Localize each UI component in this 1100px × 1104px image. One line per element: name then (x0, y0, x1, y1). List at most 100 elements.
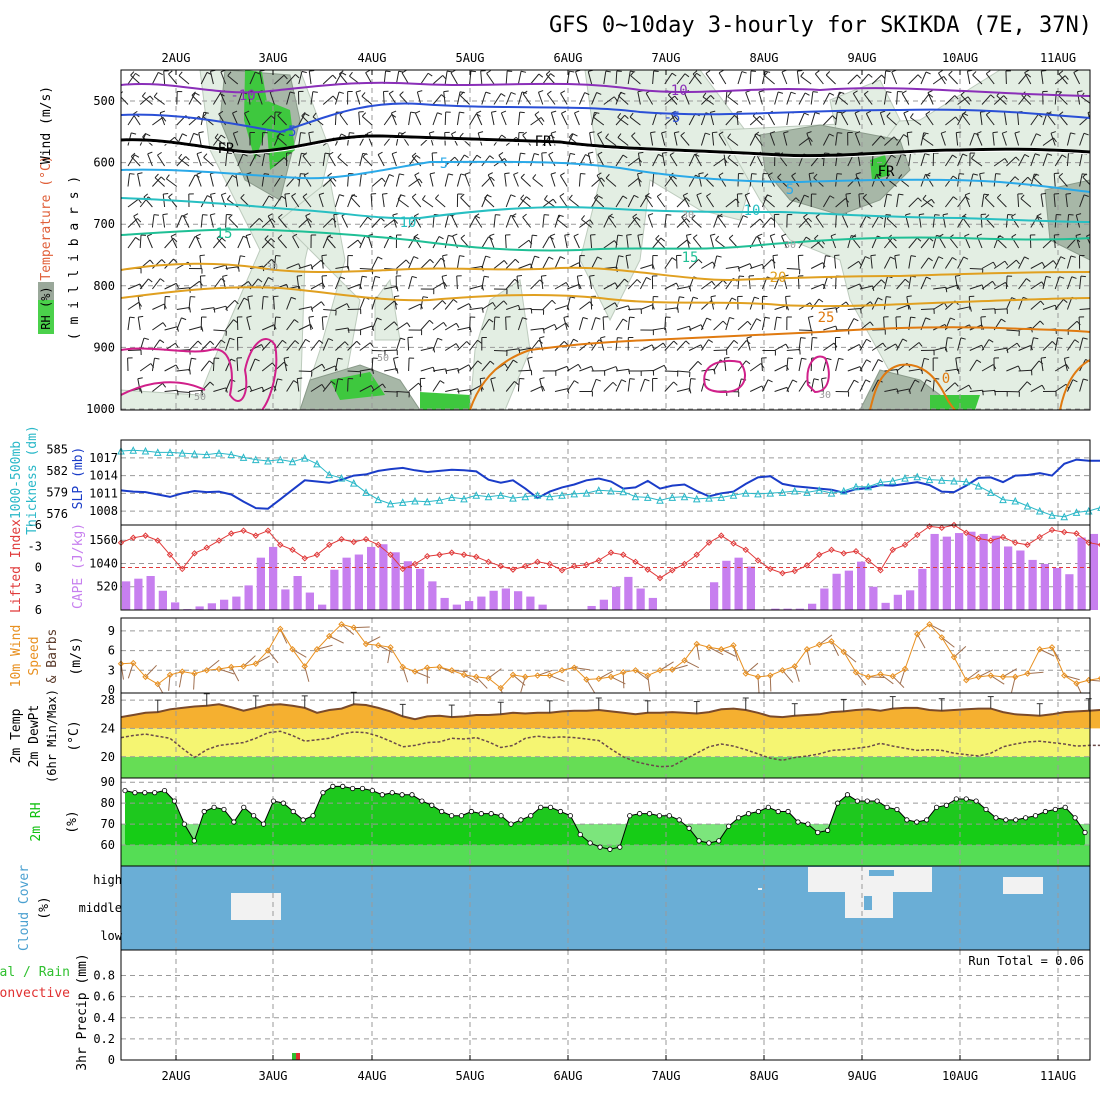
cape-bar (600, 600, 608, 610)
cloud-level-label: middle (79, 901, 122, 915)
wind-barb-flag (471, 71, 476, 72)
cape-bar (355, 555, 363, 610)
wind-barb-flag (480, 378, 485, 379)
rh-point (974, 799, 978, 803)
wind-barb-flag (752, 174, 757, 175)
rh-point (796, 820, 800, 824)
rh-point (954, 797, 958, 801)
wind-barb-flag (1096, 297, 1100, 299)
wind-barb (1092, 195, 1097, 207)
wind-barb-flag (1081, 276, 1086, 277)
rh-point (301, 818, 305, 822)
thickness-tick: 579 (46, 485, 68, 499)
contour-label: 30 (819, 390, 831, 401)
wind-barb-flag (773, 255, 778, 256)
date-label-top: 7AUG (652, 51, 681, 65)
cape-bar (1016, 551, 1024, 611)
rh-tick: 60 (101, 838, 115, 852)
rh-point (311, 814, 315, 818)
wind-barb (603, 317, 604, 330)
wind-barb-flag (200, 255, 205, 256)
rh-point (865, 799, 869, 803)
rh-point (578, 832, 582, 836)
wind-barb-flag (309, 70, 314, 71)
contour-label: 20 (770, 270, 787, 286)
temp-band-green (121, 757, 1090, 778)
rh-point (964, 797, 968, 801)
rh-point (568, 814, 572, 818)
rh-point (618, 845, 622, 849)
wind-barb-flag (300, 174, 305, 175)
pressure-tick: 1000 (86, 402, 115, 416)
rh-point (182, 822, 186, 826)
cape-bar (208, 603, 216, 610)
cape-bar (196, 606, 204, 610)
rh-point (459, 814, 463, 818)
cape-bar (845, 571, 853, 610)
wind-barb-flag (837, 112, 842, 113)
cape-bar (159, 591, 167, 610)
thickness-tick: 582 (46, 464, 68, 478)
contour-label: 30 (682, 210, 694, 221)
cape-bar (441, 598, 449, 610)
date-label-top: 11AUG (1040, 51, 1076, 65)
rh-point (143, 790, 147, 794)
rh-point (766, 805, 770, 809)
li-axis-label: Lifted Index (9, 519, 24, 613)
rh-point (895, 807, 899, 811)
rh-point (529, 814, 533, 818)
wind-barb-flag (822, 378, 827, 379)
rh-point (845, 793, 849, 797)
wind-barb-flag (946, 287, 947, 292)
precip-convective-label: Convective (0, 986, 70, 1001)
wind-barb-flag (517, 276, 522, 277)
date-label-bottom: 10AUG (942, 1069, 978, 1083)
wind-barb (982, 309, 995, 310)
wind-barb-flag (1041, 70, 1046, 71)
rh-point (370, 788, 374, 792)
date-label-bottom: 11AUG (1040, 1069, 1076, 1083)
thickness-axis-label-2: Thickness (dm) (25, 425, 40, 535)
wind-barb-flag (907, 132, 912, 133)
cape-bar (894, 595, 902, 610)
rh-point (746, 811, 750, 815)
date-label-top: 6AUG (554, 51, 583, 65)
rh-point (172, 799, 176, 803)
wind-barb-flag (532, 235, 537, 236)
cloud-axis-label: Cloud Cover (17, 865, 32, 951)
rh-point (420, 799, 424, 803)
wind-barb-flag (1094, 379, 1099, 380)
wind-barb (1092, 379, 1095, 392)
date-label-bottom: 3AUG (259, 1069, 288, 1083)
rh-point (1063, 805, 1067, 809)
rh-point (489, 811, 493, 815)
date-label-bottom: 5AUG (456, 1069, 485, 1083)
wind-axis-label: Wind (m/s) (39, 86, 54, 164)
rh-point (350, 786, 354, 790)
contour-label: -10 (662, 83, 687, 99)
date-label-bottom: 4AUG (358, 1069, 387, 1083)
cape-bar (943, 537, 951, 610)
wind-barb-flag (617, 338, 622, 339)
contour-label: FR (218, 141, 235, 157)
wind-barb-flag (505, 173, 510, 174)
rh-point (1004, 818, 1008, 822)
wind-barb-flag (629, 369, 630, 374)
temp-tick: 20 (101, 750, 115, 764)
cloud-level-label: high (93, 873, 122, 887)
pressure-tick: 700 (93, 217, 115, 231)
contour-label: 50 (377, 353, 389, 364)
contour-label: 50 (194, 392, 206, 403)
rh-point (261, 822, 265, 826)
rh-point (835, 801, 839, 805)
temp-units-label: (°C) (67, 720, 82, 751)
wind-barb-flag (495, 215, 500, 216)
rh-point (469, 809, 473, 813)
rh-point (994, 816, 998, 820)
rh-point (281, 801, 285, 805)
cape-bar (931, 534, 939, 610)
chart-title: GFS 0~10day 3-hourly for SKIKDA (7E, 37N… (549, 13, 1092, 38)
